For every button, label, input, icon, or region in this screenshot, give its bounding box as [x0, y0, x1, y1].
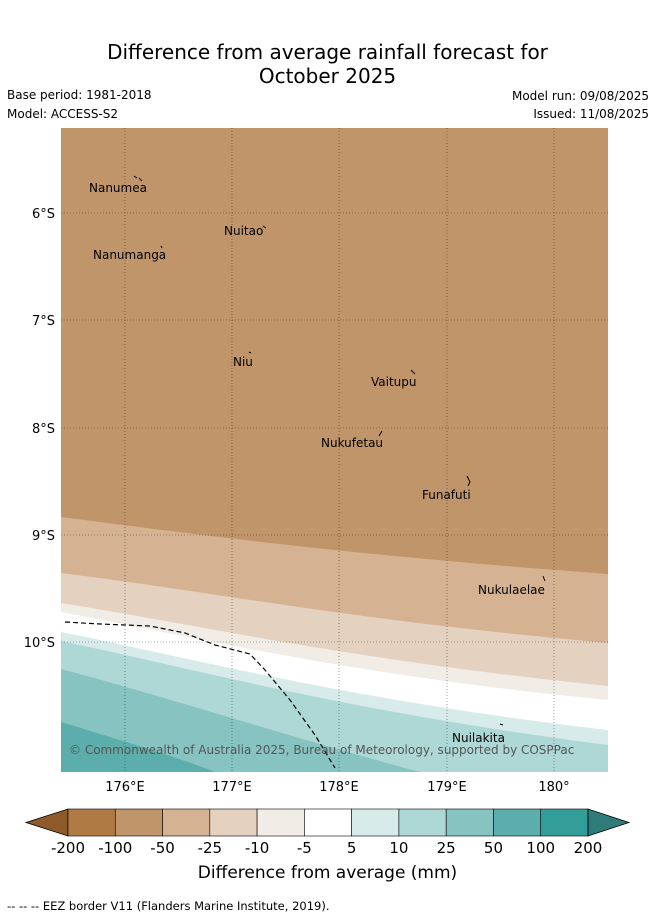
- colorbar-extend-high: [587, 808, 631, 837]
- colorbar-tick-label: 200: [574, 839, 603, 857]
- colorbar: -200 -100 -50 -25 -10 -5 5 10 25 50 100 200: [24, 808, 631, 857]
- colorbar-swatch: [304, 808, 352, 837]
- colorbar-tick-label: -10: [245, 839, 270, 857]
- base-period: Base period: 1981-2018: [7, 88, 152, 102]
- colorbar-swatch: [540, 808, 589, 837]
- colorbar-swatch: [162, 808, 211, 837]
- eez-border: [64, 621, 336, 769]
- lon-label-177e: 177°E: [212, 780, 252, 795]
- place-nukufetau: Nukufetau: [321, 436, 383, 450]
- colorbar-swatch: [493, 808, 542, 837]
- place-nukulaelae: Nukulaelae: [478, 583, 545, 597]
- colorbar-tick-label: 10: [389, 839, 408, 857]
- eez-footnote: -- -- -- EEZ border V11 (Flanders Marine…: [7, 899, 330, 913]
- lon-label-178e: 178°E: [319, 780, 359, 795]
- lon-label-176e: 176°E: [105, 780, 145, 795]
- colorbar-swatch: [445, 808, 494, 837]
- colorbar-tick-label: 100: [526, 839, 555, 857]
- colorbar-tick-label: 25: [437, 839, 456, 857]
- colorbar-tick-label: 5: [347, 839, 357, 857]
- title-line-1: Difference from average rainfall forecas…: [107, 40, 548, 64]
- colorbar-tick-label: 50: [484, 839, 503, 857]
- place-nuitao: Nuitao: [224, 224, 263, 238]
- colorbar-swatch: [67, 808, 116, 837]
- lat-label-9s: 9°S: [32, 529, 55, 544]
- lat-label-6s: 6°S: [32, 207, 55, 222]
- model-name: Model: ACCESS-S2: [7, 107, 119, 121]
- graticule: [61, 128, 608, 772]
- lon-label-180: 180°: [538, 780, 569, 795]
- colorbar-swatch: [398, 808, 447, 837]
- rainfall-bands: [61, 128, 608, 772]
- band-25-50: [61, 669, 420, 772]
- map-title: Difference from average rainfall forecas…: [0, 40, 655, 88]
- colorbar-tick-label: -5: [297, 839, 312, 857]
- copyright-notice: © Commonwealth of Australia 2025, Bureau…: [69, 743, 574, 757]
- colorbar-swatch: [209, 808, 258, 837]
- place-vaitupu: Vaitupu: [371, 375, 417, 389]
- place-nanumanga: Nanumanga: [93, 248, 166, 262]
- issued-date: Issued: 11/08/2025: [533, 107, 649, 121]
- place-niu: Niu: [233, 355, 253, 369]
- colorbar-tick-label: -200: [51, 839, 85, 857]
- lat-label-8s: 8°S: [32, 422, 55, 437]
- lat-label-7s: 7°S: [32, 314, 55, 329]
- colorbar-swatch: [351, 808, 400, 837]
- colorbar-swatch: [256, 808, 305, 837]
- band-50-100: [61, 722, 215, 772]
- colorbar-title: Difference from average (mm): [197, 863, 458, 883]
- title-line-2: October 2025: [258, 64, 397, 88]
- place-funafuti: Funafuti: [422, 488, 471, 502]
- lon-label-179e: 179°E: [427, 780, 467, 795]
- colorbar-tick-label: -50: [150, 839, 175, 857]
- model-run: Model run: 09/08/2025: [511, 89, 649, 103]
- lat-label-10s: 10°S: [24, 636, 55, 651]
- island-shapes: [133, 175, 546, 726]
- colorbar-tick-label: -100: [98, 839, 132, 857]
- place-nanumea: Nanumea: [89, 181, 147, 195]
- colorbar-extend-low: [24, 808, 69, 837]
- colorbar-swatch: [114, 808, 163, 837]
- place-nuilakita: Nuilakita: [452, 731, 505, 745]
- colorbar-tick-label: -25: [198, 839, 223, 857]
